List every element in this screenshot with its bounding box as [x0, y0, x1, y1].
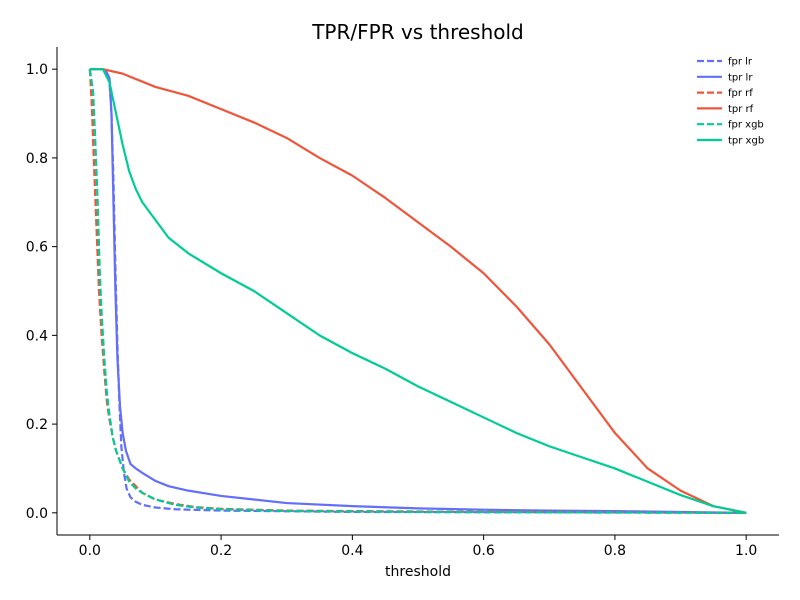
- x-tick-label: 0.6: [473, 543, 495, 559]
- series-line-tpr-lr: [89, 68, 747, 514]
- y-tick-label: 0.6: [26, 240, 48, 256]
- x-ticks: 0.0 0.2 0.4 0.6 0.8 1.0: [79, 535, 757, 559]
- series-line-tpr-rf: [89, 68, 747, 514]
- y-tick-label: 0.2: [26, 417, 48, 433]
- x-tick-label: 0.0: [79, 543, 101, 559]
- series-line-fpr-xgb: [88, 69, 747, 514]
- legend-label: fpr lr: [728, 57, 753, 68]
- x-tick-label: 0.4: [341, 543, 363, 559]
- x-tick-label: 1.0: [735, 543, 757, 559]
- series-line-tpr-xgb: [89, 68, 747, 514]
- y-tick-label: 0.4: [26, 328, 48, 344]
- series-line-fpr-rf: [88, 69, 747, 514]
- legend-label: fpr xgb: [728, 120, 764, 131]
- legend-label: fpr rf: [728, 88, 753, 99]
- x-tick-label: 0.2: [210, 543, 232, 559]
- y-ticks: 0.0 0.2 0.4 0.6 0.8 1.0: [26, 62, 57, 522]
- legend-label: tpr lr: [728, 72, 753, 83]
- x-axis-label: threshold: [385, 564, 451, 580]
- legend-label: tpr xgb: [728, 136, 764, 147]
- chart-title: TPR/FPR vs threshold: [311, 20, 524, 44]
- x-tick-label: 0.8: [604, 543, 626, 559]
- legend-label: tpr rf: [728, 104, 754, 115]
- series-line-fpr-lr: [89, 68, 747, 514]
- series-layer: [88, 68, 747, 514]
- y-tick-label: 0.0: [26, 506, 48, 522]
- y-tick-label: 0.8: [26, 151, 48, 167]
- legend: fpr lr tpr lr fpr rf tpr rf fpr xgb tpr xgb: [697, 57, 764, 147]
- y-tick-label: 1.0: [26, 62, 48, 78]
